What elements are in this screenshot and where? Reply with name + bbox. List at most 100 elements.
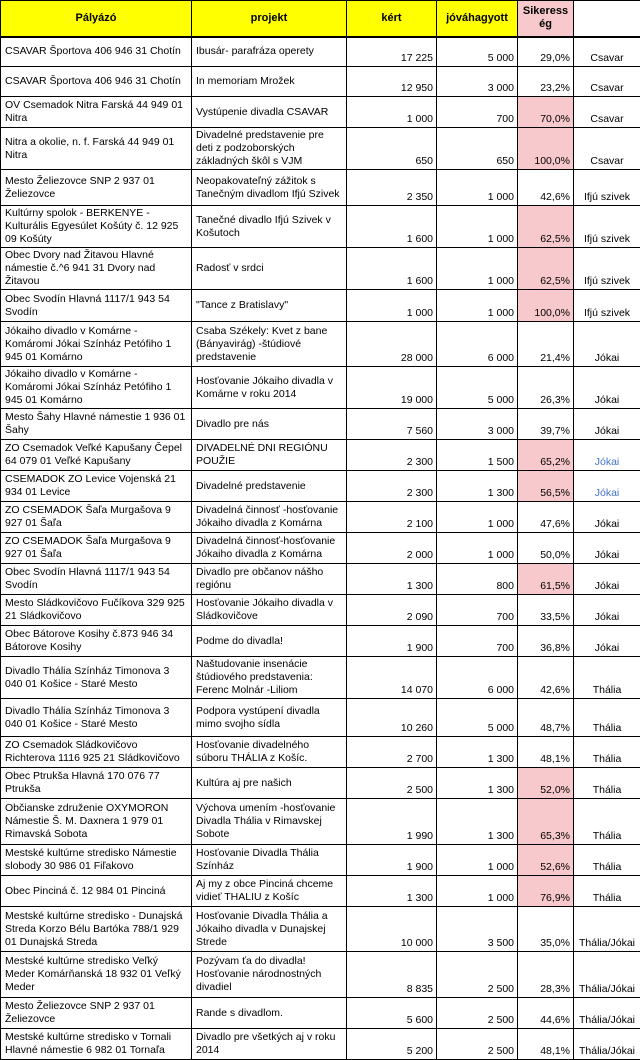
table-row: Obec Dvory nad Žitavou Hlavné námestie č…: [1, 248, 640, 290]
approved-cell: 1 000: [437, 206, 518, 248]
requested-cell: 28 000: [347, 322, 437, 367]
requested-cell: 650: [347, 128, 437, 170]
approved-cell: 6 000: [437, 322, 518, 367]
approved-cell: 1 300: [437, 768, 518, 799]
applicant-cell: Divadlo Thália Színház Timonova 3 040 01…: [1, 657, 192, 699]
approved-cell: 5 000: [437, 699, 518, 737]
applicant-cell: Mestské kultúrne stredisko Námestie slob…: [1, 845, 192, 876]
requested-cell: 1 900: [347, 626, 437, 657]
approved-cell: 1 000: [437, 845, 518, 876]
applicant-cell: Obec Bátorove Kosihy č.873 946 34 Bátoro…: [1, 626, 192, 657]
table-row: Obec Bátorove Kosihy č.873 946 34 Bátoro…: [1, 626, 640, 657]
success-cell: 65,2%: [518, 440, 574, 471]
approved-cell: 3 000: [437, 67, 518, 97]
requested-cell: 7 560: [347, 409, 437, 440]
requested-cell: 2 700: [347, 737, 437, 768]
approved-cell: 5 000: [437, 367, 518, 409]
requested-cell: 1 300: [347, 564, 437, 595]
table-row: ZO CSEMADOK Šaľa Murgašova 9 927 01 Šaľa…: [1, 502, 640, 533]
success-cell: 56,5%: [518, 471, 574, 502]
requested-cell: 10 000: [347, 907, 437, 952]
requested-cell: 2 350: [347, 170, 437, 206]
applicant-cell: CSAVAR Športova 406 946 31 Chotín: [1, 37, 192, 67]
applicant-cell: Jókaiho divadlo v Komárne - Komáromi Jók…: [1, 367, 192, 409]
success-cell: 50,0%: [518, 533, 574, 564]
success-cell: 100,0%: [518, 290, 574, 322]
success-cell: 36,8%: [518, 626, 574, 657]
project-cell: Naštudovanie insenácie štúdiového predst…: [192, 657, 347, 699]
approved-cell: 3 000: [437, 409, 518, 440]
project-cell: Tanečné divadlo Ifjú Szivek v Košutoch: [192, 206, 347, 248]
requested-cell: 8 835: [347, 952, 437, 998]
success-cell: 61,5%: [518, 564, 574, 595]
applicant-cell: Obec Ptrukša Hlavná 170 076 77 Ptrukša: [1, 768, 192, 799]
project-cell: Hosťovanie divadelného súboru THÁLIA z K…: [192, 737, 347, 768]
success-cell: 62,5%: [518, 248, 574, 290]
table-row: Mestské kultúrne stredisko Námestie slob…: [1, 845, 640, 876]
header-approved: jóváhagyott: [437, 1, 518, 37]
success-cell: 76,9%: [518, 876, 574, 907]
applicant-cell: ZO Csemadok Sládkovičovo Richterova 1116…: [1, 737, 192, 768]
success-cell: 35,0%: [518, 907, 574, 952]
table-row: Divadlo Thália Színház Timonova 3 040 01…: [1, 699, 640, 737]
success-cell: 52,0%: [518, 768, 574, 799]
group-cell: Jókai: [574, 502, 640, 533]
requested-cell: 1 600: [347, 206, 437, 248]
table-row: ZO Csemadok Sládkovičovo Richterova 1116…: [1, 737, 640, 768]
applicant-cell: Nitra a okolie, n. f. Farská 44 949 01 N…: [1, 128, 192, 170]
requested-cell: 1 990: [347, 799, 437, 845]
applicant-cell: ZO CSEMADOK Šaľa Murgašova 9 927 01 Šaľa: [1, 533, 192, 564]
applicant-cell: OV Csemadok Nitra Farská 44 949 01 Nitra: [1, 97, 192, 128]
group-cell: Thália: [574, 699, 640, 737]
approved-cell: 700: [437, 626, 518, 657]
approved-cell: 1 000: [437, 533, 518, 564]
applicant-cell: Mesto Sládkovičovo Fučíkova 329 925 21 S…: [1, 595, 192, 626]
success-cell: 28,3%: [518, 952, 574, 998]
project-cell: Divadelná činnosť-hosťovanie Jókaiho div…: [192, 533, 347, 564]
group-cell: Jókai: [574, 533, 640, 564]
project-cell: Divadlo pre občanov nášho regiónu: [192, 564, 347, 595]
approved-cell: 1 300: [437, 799, 518, 845]
project-cell: Hosťovanie Jókaiho divadla v Sládkovičov…: [192, 595, 347, 626]
applicant-cell: Mestské kultúrne stredisko Veľký Meder K…: [1, 952, 192, 998]
group-cell: Thália: [574, 876, 640, 907]
success-cell: 29,0%: [518, 37, 574, 67]
project-cell: Aj my z obce Pinciná chceme vidieť THALI…: [192, 876, 347, 907]
project-cell: Csaba Székely: Kvet z bane (Bányavirág) …: [192, 322, 347, 367]
requested-cell: 17 225: [347, 37, 437, 67]
project-cell: Hosťovanie Divadla Thália Színház: [192, 845, 347, 876]
success-cell: 48,1%: [518, 737, 574, 768]
project-cell: In memoriam Mrožek: [192, 67, 347, 97]
group-cell: Csavar: [574, 97, 640, 128]
approved-cell: 1 000: [437, 502, 518, 533]
applicant-cell: Divadlo Thália Színház Timonova 3 040 01…: [1, 699, 192, 737]
project-cell: DIVADELNÉ DNI REGIÓNU POUŽIE: [192, 440, 347, 471]
group-cell: Thália/Jókai: [574, 907, 640, 952]
success-cell: 21,4%: [518, 322, 574, 367]
requested-cell: 2 300: [347, 471, 437, 502]
applicant-cell: Mesto Želiezovce SNP 2 937 01 Želiezovce: [1, 170, 192, 206]
group-cell: Csavar: [574, 67, 640, 97]
approved-cell: 1 500: [437, 440, 518, 471]
success-cell: 39,7%: [518, 409, 574, 440]
approved-cell: 650: [437, 128, 518, 170]
table-row: Mesto Šahy Hlavné námestie 1 936 01 Šahy…: [1, 409, 640, 440]
table-header-row: Pályázó projekt kért jóváhagyott Sikeres…: [1, 1, 640, 37]
requested-cell: 1 000: [347, 97, 437, 128]
approved-cell: 1 300: [437, 471, 518, 502]
success-cell: 100,0%: [518, 128, 574, 170]
success-cell: 42,6%: [518, 657, 574, 699]
success-cell: 48,7%: [518, 699, 574, 737]
approved-cell: 3 500: [437, 907, 518, 952]
group-cell: Csavar: [574, 37, 640, 67]
project-cell: Divadlo pre nás: [192, 409, 347, 440]
requested-cell: 19 000: [347, 367, 437, 409]
applicant-cell: ZO Csemadok Veľké Kapušany Čepel 64 079 …: [1, 440, 192, 471]
table-row: ZO CSEMADOK Šaľa Murgašova 9 927 01 Šaľa…: [1, 533, 640, 564]
project-cell: Divadelné predstavenie: [192, 471, 347, 502]
requested-cell: 2 090: [347, 595, 437, 626]
